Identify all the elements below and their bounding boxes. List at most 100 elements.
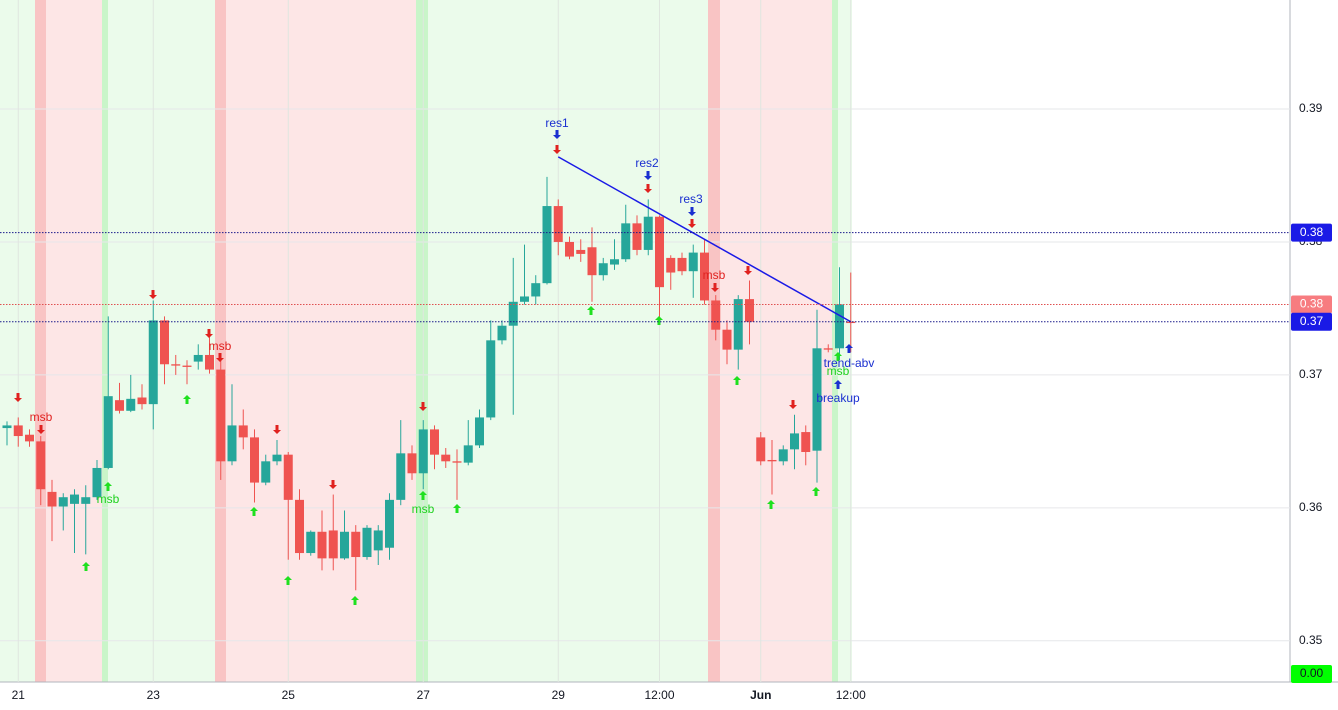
candle-body [688, 252, 698, 272]
candle-body [553, 206, 563, 242]
candle-body [441, 454, 451, 462]
candle-body [722, 329, 732, 350]
signal-arrow [284, 576, 292, 585]
band-start [102, 0, 108, 682]
candle-body [778, 449, 788, 462]
candle-body [812, 348, 822, 451]
candle-body [610, 259, 619, 265]
y-tick-label: 0.39 [1299, 101, 1323, 115]
signal-arrow [205, 329, 213, 338]
signal-arrow [82, 562, 90, 571]
candle-body [790, 433, 799, 450]
signal-arrow [655, 316, 663, 325]
y-tick-label: 0.37 [1299, 367, 1323, 381]
signal-arrow [553, 145, 561, 154]
candle-body [92, 467, 102, 498]
background-bands [0, 0, 852, 682]
signal-arrow [250, 507, 258, 516]
band-down [35, 0, 102, 682]
candle-body [643, 216, 653, 250]
x-tick-label: 25 [282, 688, 296, 702]
candle-body [13, 425, 23, 437]
signal-arrow [329, 480, 337, 489]
candle-body [283, 454, 293, 500]
band-start [35, 0, 46, 682]
candle-body [2, 425, 12, 429]
price-label-box [1291, 312, 1332, 331]
signal-arrow [351, 596, 359, 605]
candle-body [362, 527, 372, 558]
band-down [215, 0, 416, 682]
candle-body [47, 491, 57, 507]
candle-body [373, 530, 383, 551]
band-start [708, 0, 720, 682]
x-tick-label: 27 [417, 688, 431, 702]
candle-body [103, 396, 113, 468]
signal-arrow [587, 306, 595, 315]
candle-body [756, 437, 766, 462]
signal-arrow [104, 482, 112, 491]
signal-arrow [644, 171, 652, 180]
candle-body [486, 340, 496, 418]
price-label-box [1291, 295, 1332, 314]
candle-body [238, 425, 248, 438]
candle-body [621, 223, 631, 260]
candle-body [598, 263, 608, 276]
candle-body [396, 453, 406, 500]
candle-body [385, 499, 394, 548]
candle-body [700, 252, 709, 301]
annotation: breakup [816, 391, 860, 405]
x-tick-label: 21 [12, 688, 26, 702]
candle-body [272, 454, 282, 462]
candle-body [70, 494, 79, 504]
signal-arrow [711, 283, 719, 292]
candle-body [328, 530, 338, 559]
signal-arrow [453, 504, 461, 513]
candle-body [508, 301, 518, 326]
signal-arrow [744, 266, 752, 275]
signal-arrow [688, 207, 696, 216]
signal-arrow [789, 400, 797, 409]
signal-arrow [149, 290, 157, 299]
candle-body [317, 531, 327, 559]
y-tick-label: 0.36 [1299, 500, 1323, 514]
candle-body [711, 300, 721, 330]
annotation: msb [412, 502, 435, 516]
candle-body [497, 325, 507, 341]
signal-arrow [733, 376, 741, 385]
annotation: msb [827, 364, 850, 378]
candle-body [351, 531, 361, 558]
price-label-box [1291, 223, 1332, 242]
trendline [557, 156, 852, 323]
x-tick-label: Jun [750, 688, 771, 702]
candle-body [227, 425, 237, 462]
x-tick-label: 12:00 [836, 688, 866, 702]
candle-body [430, 429, 439, 455]
annotation: res1 [545, 116, 569, 130]
signal-arrow [834, 380, 842, 389]
candle-body [115, 400, 124, 411]
annotation: trend-abv [824, 356, 875, 370]
candle-body [126, 398, 136, 411]
price-label-box [1291, 665, 1332, 683]
band-up [416, 0, 708, 682]
signal-arrow [845, 344, 853, 353]
signal-arrow [834, 352, 842, 361]
x-tick-label: 29 [552, 688, 566, 702]
candle-body [340, 531, 349, 559]
candle-body [261, 461, 271, 483]
band-up [102, 0, 215, 682]
candle-body [632, 223, 642, 250]
candle-body [565, 241, 574, 257]
candle-body [463, 445, 473, 463]
candle-body [823, 348, 833, 350]
signal-arrow [419, 491, 427, 500]
annotation: msb [97, 492, 120, 506]
candle-body [216, 369, 226, 462]
candle-body [295, 499, 304, 554]
candle-body [306, 531, 316, 554]
candle-body [677, 257, 687, 272]
signal-arrow [644, 184, 652, 193]
candle-body [148, 320, 158, 405]
candle-body [733, 299, 743, 350]
